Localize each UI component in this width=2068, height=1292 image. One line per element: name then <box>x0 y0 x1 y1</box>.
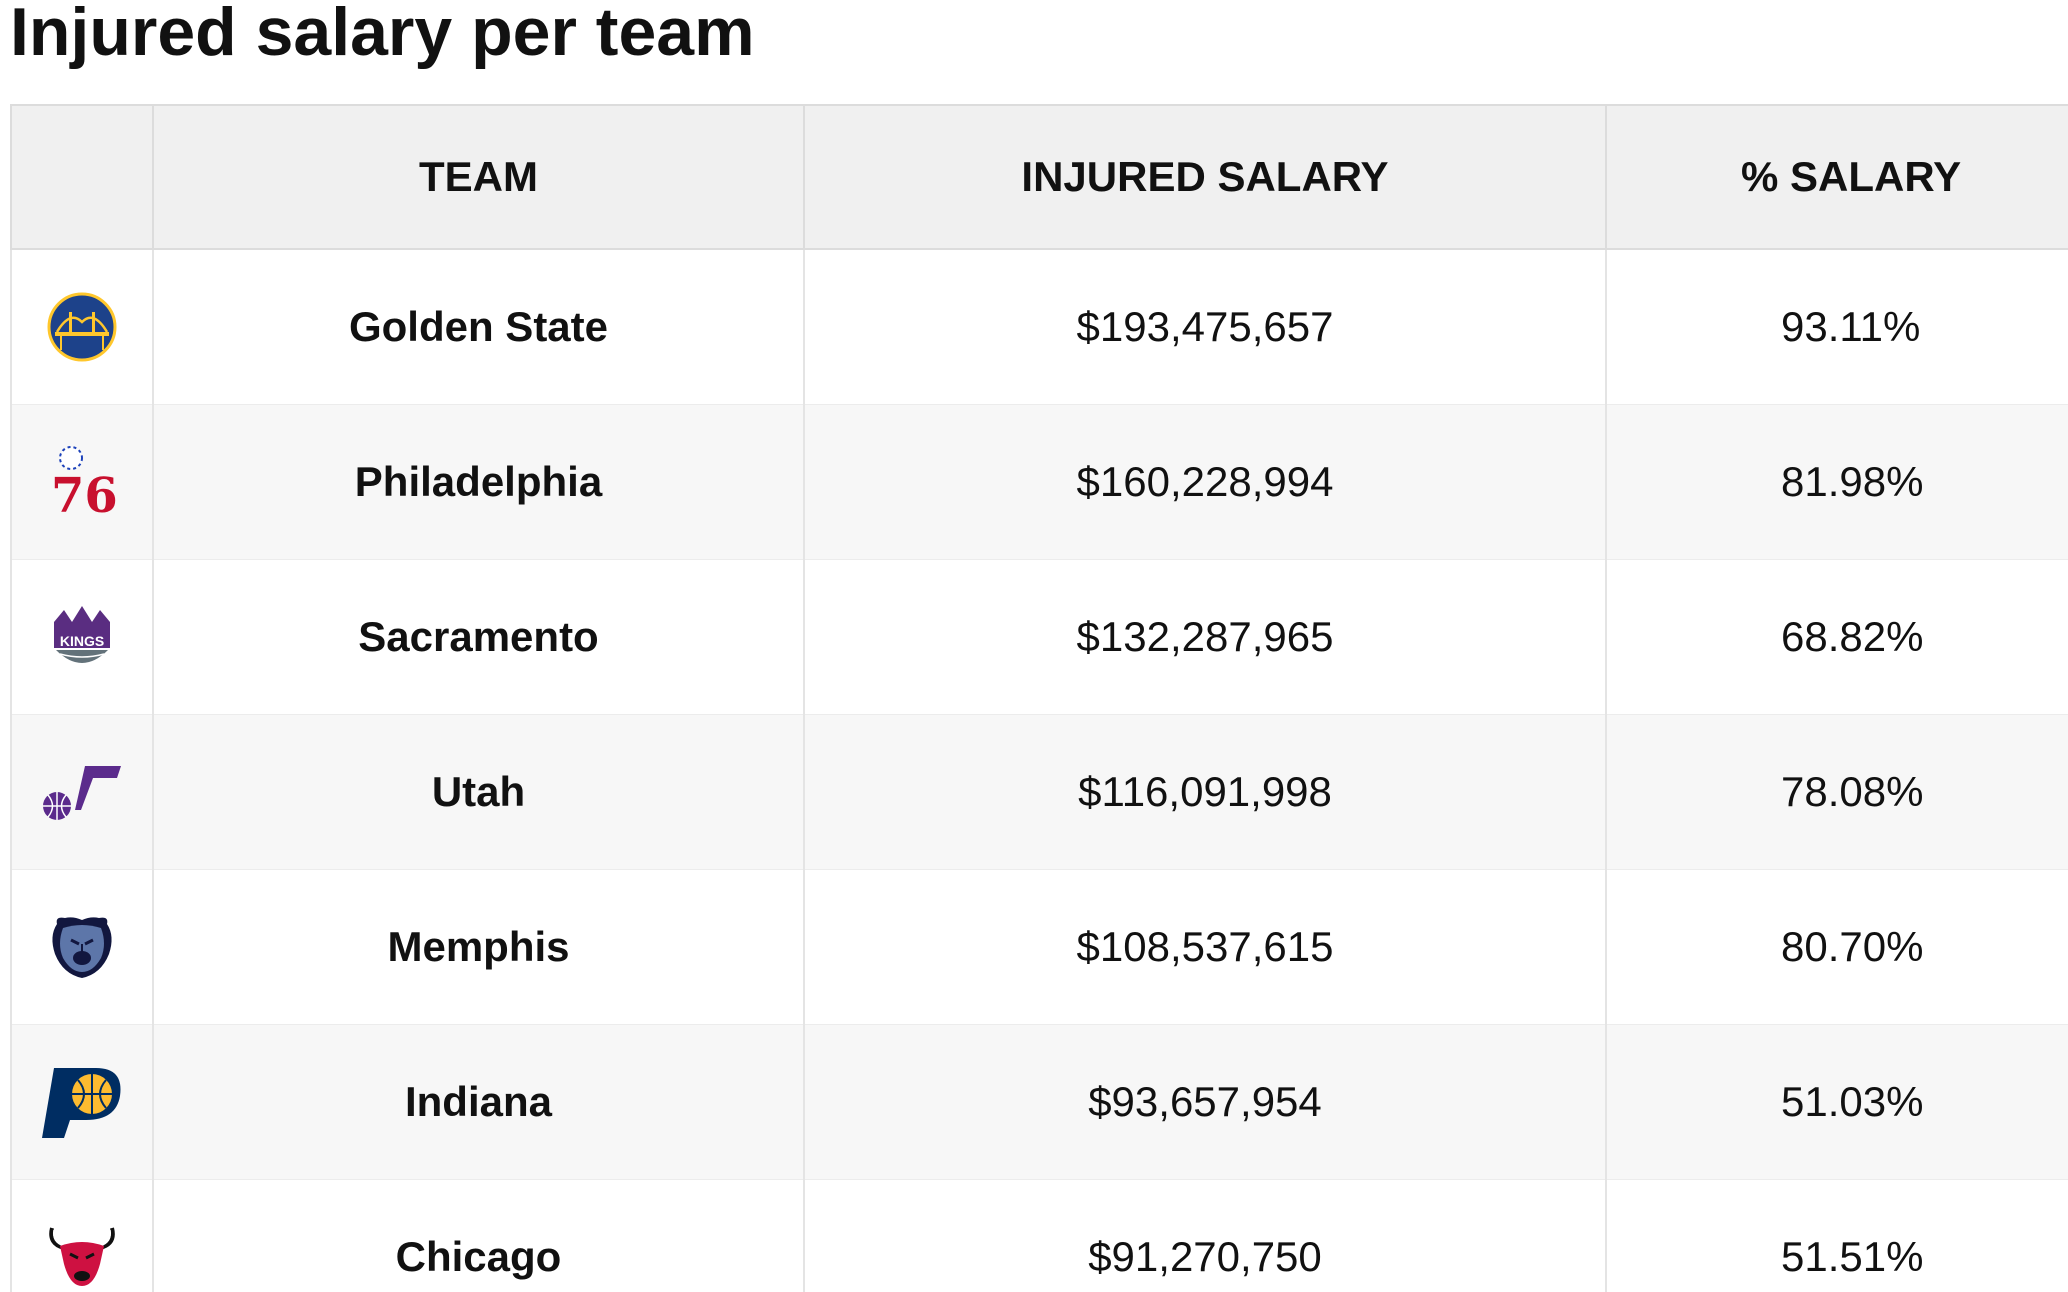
table-body: Golden State $193,475,657 93.11% 76 Phil… <box>10 249 2068 1292</box>
injured-salary-cell: $93,657,954 <box>803 1024 1607 1180</box>
grizzlies-logo-icon <box>52 917 112 978</box>
76ers-logo-icon: 76 <box>51 446 117 520</box>
header-team: TEAM <box>152 104 805 250</box>
pct-salary-cell: 51.51% <box>1605 1179 2068 1292</box>
table-row: Indiana $93,657,954 51.03% <box>10 1024 2068 1180</box>
table-row: Memphis $108,537,615 80.70% <box>10 869 2068 1025</box>
table-row: KINGS Sacramento $132,287,965 68.82% <box>10 559 2068 715</box>
injured-salary-cell: $193,475,657 <box>803 249 1607 405</box>
header-injured-salary: INJURED SALARY <box>803 104 1607 250</box>
jazz-logo-icon <box>43 766 121 820</box>
header-pct-salary: % SALARY <box>1605 104 2068 250</box>
injured-salary-cell: $108,537,615 <box>803 869 1607 1025</box>
injured-salary-cell: $132,287,965 <box>803 559 1607 715</box>
pacers-logo-icon <box>42 1068 121 1138</box>
warriors-logo-icon <box>47 292 117 362</box>
logo-cell <box>10 1179 154 1292</box>
header-logo <box>10 104 154 250</box>
team-cell: Chicago <box>152 1179 805 1292</box>
injured-salary-cell: $160,228,994 <box>803 404 1607 560</box>
svg-text:KINGS: KINGS <box>60 633 104 649</box>
table-row: 76 Philadelphia $160,228,994 81.98% <box>10 404 2068 560</box>
logo-cell: 76 <box>10 404 154 560</box>
pct-salary-cell: 51.03% <box>1605 1024 2068 1180</box>
team-cell: Golden State <box>152 249 805 405</box>
logo-cell <box>10 1024 154 1180</box>
team-cell: Philadelphia <box>152 404 805 560</box>
bulls-logo-icon <box>49 1227 115 1286</box>
header-row: TEAM INJURED SALARY % SALARY <box>10 104 2068 250</box>
pct-salary-cell: 81.98% <box>1605 404 2068 560</box>
team-cell: Indiana <box>152 1024 805 1180</box>
pct-salary-cell: 68.82% <box>1605 559 2068 715</box>
team-cell: Memphis <box>152 869 805 1025</box>
injured-salary-cell: $91,270,750 <box>803 1179 1607 1292</box>
pct-salary-cell: 93.11% <box>1605 249 2068 405</box>
team-cell: Sacramento <box>152 559 805 715</box>
logo-cell: KINGS <box>10 559 154 715</box>
table-container: TEAM INJURED SALARY % SALARY <box>10 104 2068 1292</box>
table-title: Injured salary per team <box>10 0 755 70</box>
logo-cell <box>10 249 154 405</box>
svg-text:76: 76 <box>51 468 117 520</box>
injured-salary-cell: $116,091,998 <box>803 714 1607 870</box>
table-row: Golden State $193,475,657 93.11% <box>10 249 2068 405</box>
pct-salary-cell: 78.08% <box>1605 714 2068 870</box>
table-header: TEAM INJURED SALARY % SALARY <box>10 104 2068 250</box>
pct-salary-cell: 80.70% <box>1605 869 2068 1025</box>
table-row: Chicago $91,270,750 51.51% <box>10 1179 2068 1292</box>
logo-cell <box>10 714 154 870</box>
logo-cell <box>10 869 154 1025</box>
table-row: Utah $116,091,998 78.08% <box>10 714 2068 870</box>
injured-salary-table: TEAM INJURED SALARY % SALARY <box>10 104 2068 1292</box>
kings-logo-icon: KINGS <box>54 606 110 663</box>
team-cell: Utah <box>152 714 805 870</box>
